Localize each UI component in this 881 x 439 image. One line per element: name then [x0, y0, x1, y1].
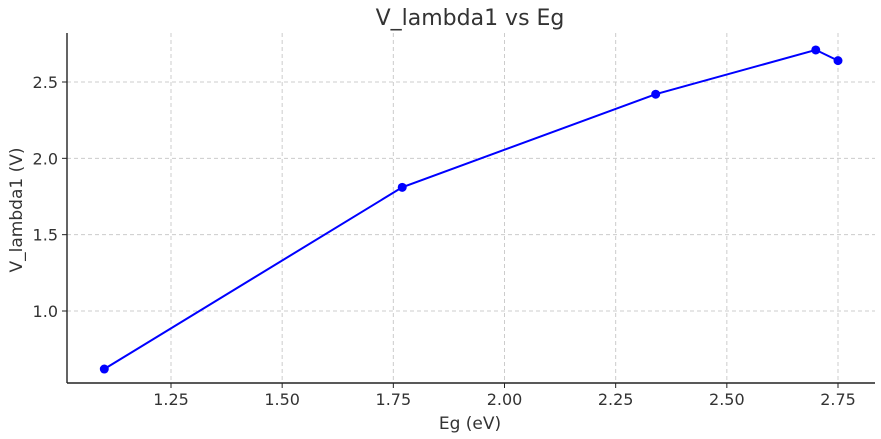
data-point: [811, 45, 821, 55]
grid: [67, 33, 875, 383]
y-tick-label: 2.5: [33, 73, 58, 92]
tick-labels: 1.25 1.50 1.75 2.00 2.25 2.50 2.75 1.0 1.5 2.0 2.5: [33, 73, 856, 409]
x-tick-label: 2.50: [709, 390, 745, 409]
data-series: [99, 45, 843, 374]
x-tick-label: 1.75: [376, 390, 412, 409]
y-tick-label: 1.5: [33, 226, 58, 245]
x-axis-title: Eg (eV): [439, 414, 501, 434]
chart-title: V_lambda1 vs Eg: [376, 6, 565, 31]
data-point: [99, 364, 109, 374]
series-line: [103, 48, 839, 370]
data-point: [651, 89, 661, 99]
data-point: [833, 56, 843, 66]
y-tick-label: 2.0: [33, 149, 58, 168]
x-tick-label: 1.50: [264, 390, 300, 409]
data-point: [397, 182, 407, 192]
x-tick-label: 1.25: [153, 390, 189, 409]
x-tick-label: 2.25: [598, 390, 634, 409]
axes: [66, 33, 875, 384]
y-tick-label: 1.0: [33, 302, 58, 321]
x-tick-label: 2.00: [487, 390, 523, 409]
y-axis-title: V_lambda1 (V): [7, 148, 27, 273]
x-tick-label: 2.75: [820, 390, 856, 409]
